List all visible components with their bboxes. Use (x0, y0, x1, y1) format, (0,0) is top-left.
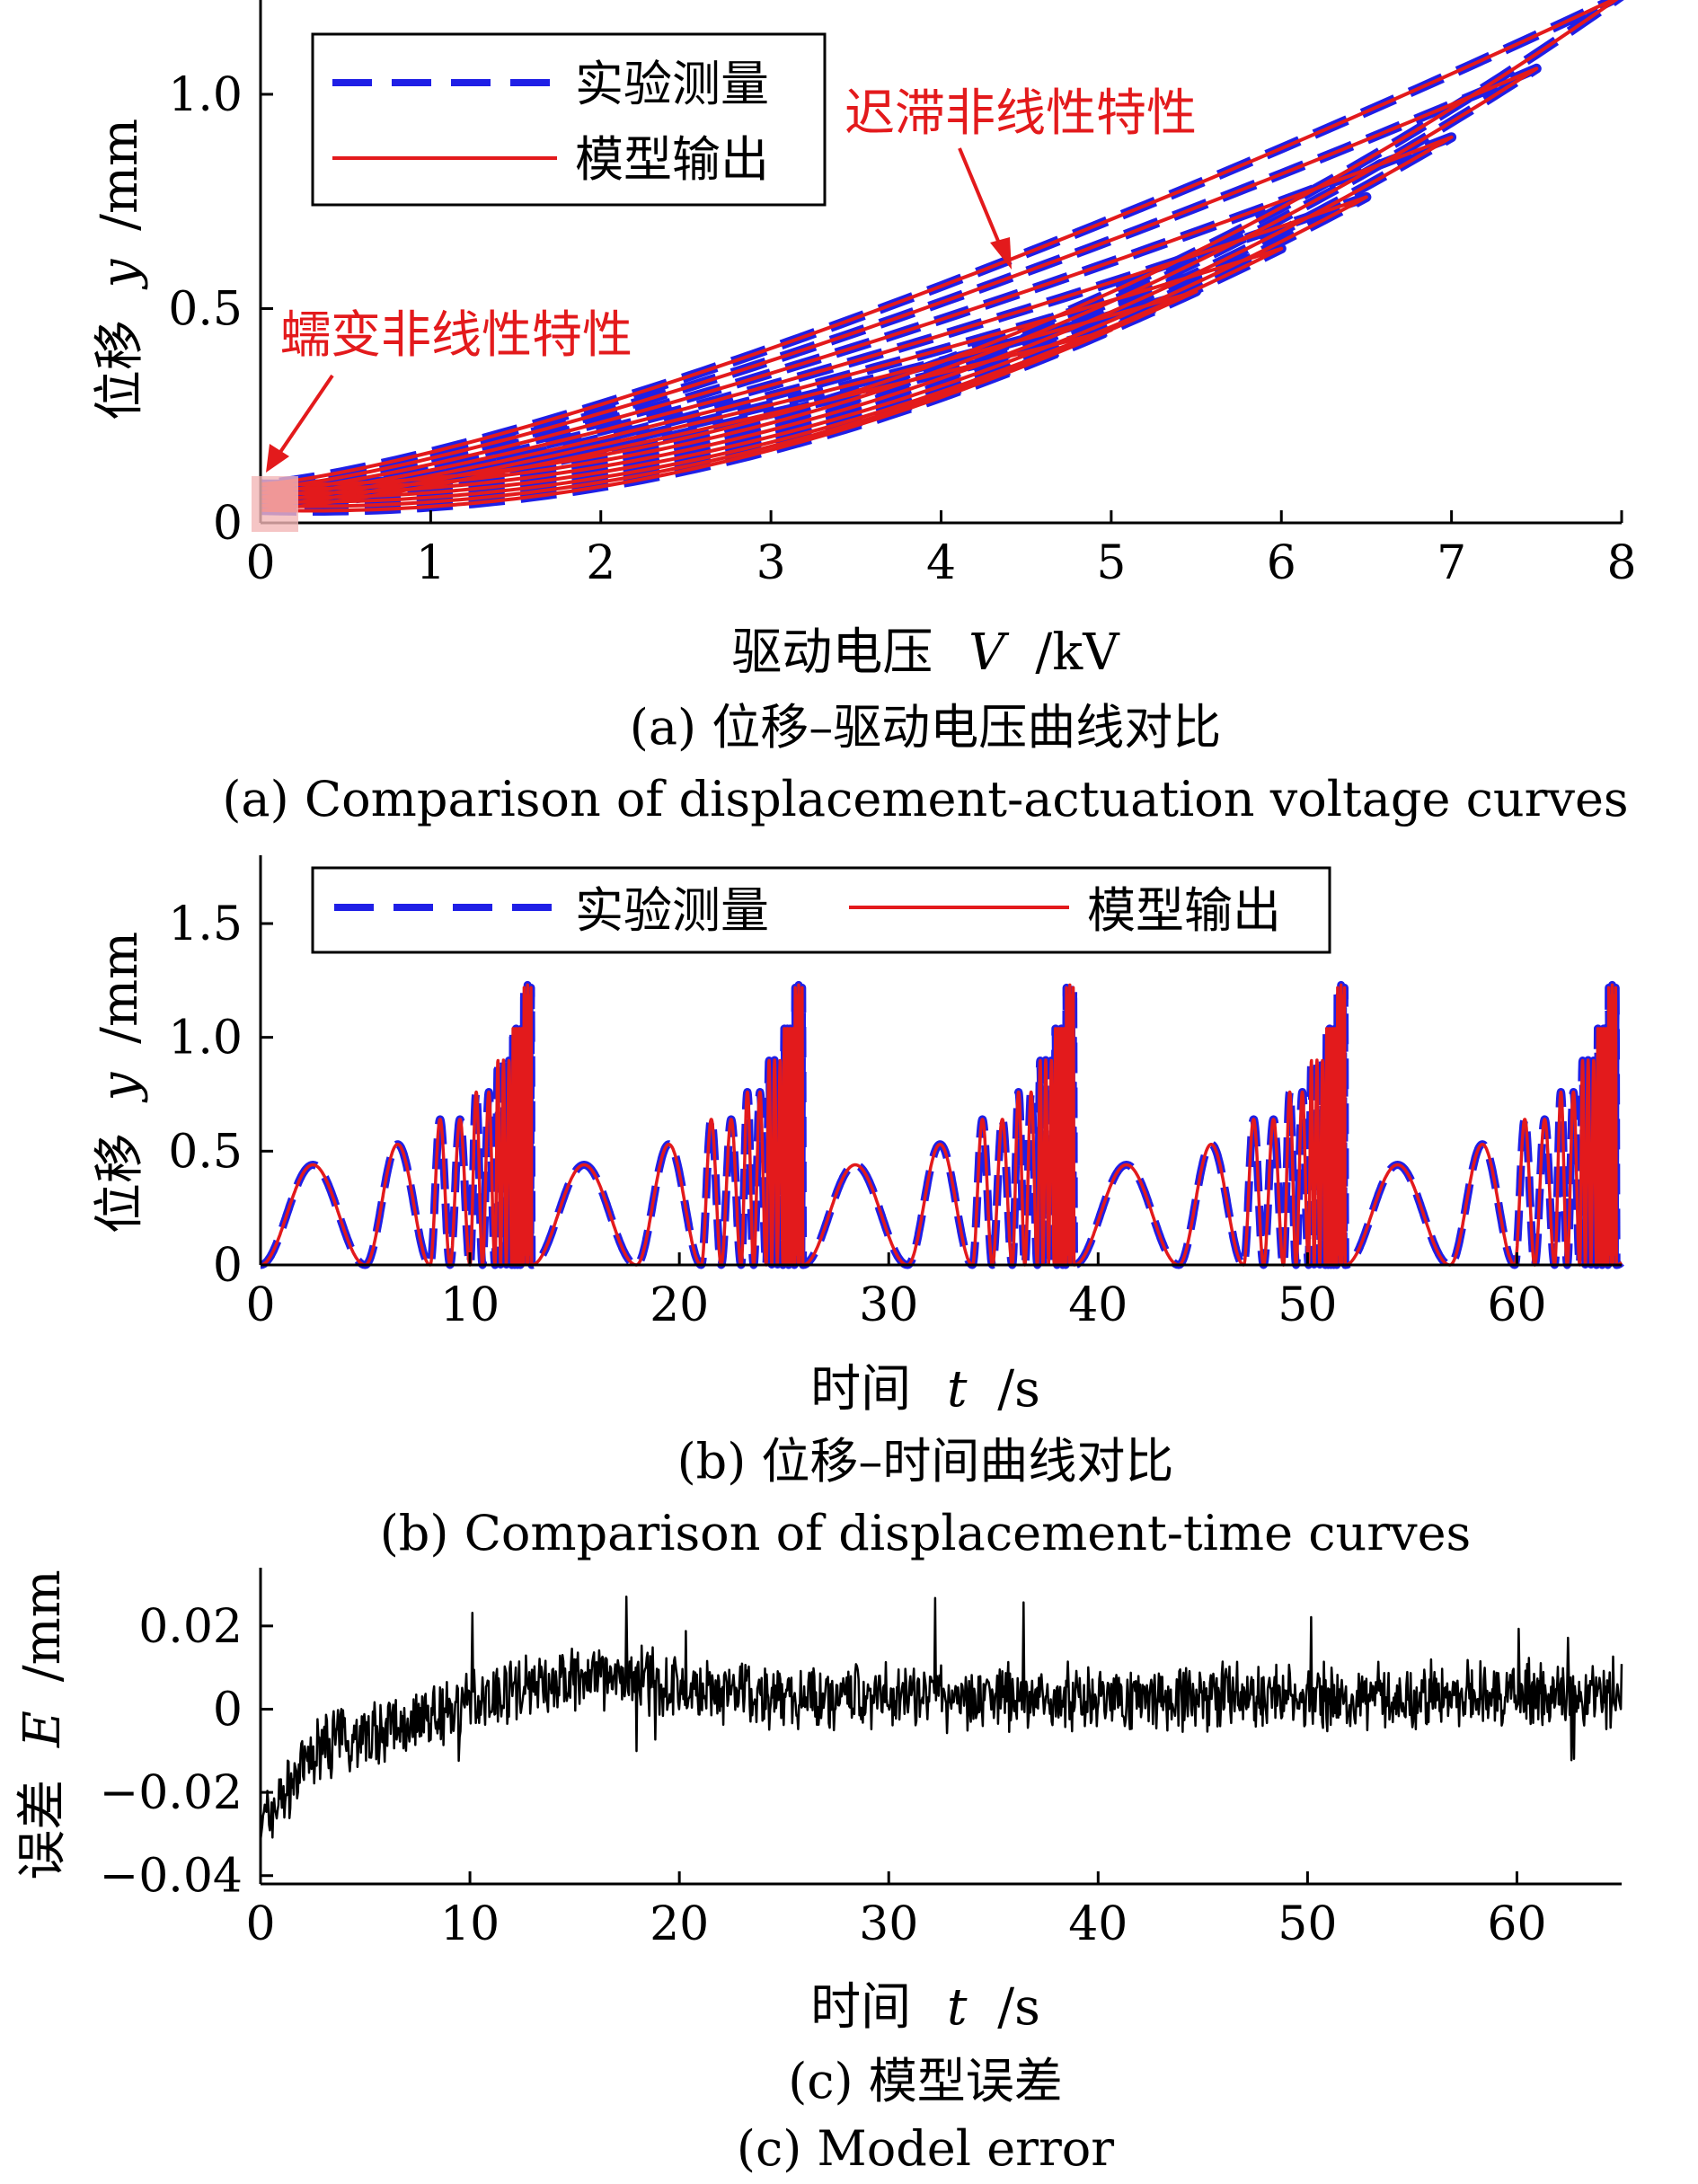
panel-b-ylabel: 位移 y /mm (91, 932, 149, 1233)
panel-a-x-tick-label: 2 (586, 536, 615, 590)
panel-a-y-tick-label: 0 (213, 497, 243, 551)
panel-a-plot-area (260, 0, 1624, 516)
panel-b-x-tick-label: 40 (1068, 1278, 1128, 1332)
panel-c-xlabel: 时间 t /s (810, 1978, 1040, 2037)
panel-b-x-tick-label: 0 (245, 1278, 275, 1332)
panel-b-axes: 0 10 20 30 40 50 60 0 0.5 1.0 1.5 (168, 855, 1622, 1332)
panel-c-x-tick-label: 60 (1487, 1897, 1546, 1951)
panel-c-x-tick-label: 0 (245, 1897, 275, 1951)
panel-c-x-tick-label: 10 (440, 1897, 500, 1951)
panel-c-plot-area (259, 1595, 1623, 1841)
panel-c-x-tick-label: 50 (1278, 1897, 1337, 1951)
panel-a-x-tick-label: 1 (416, 536, 446, 590)
panel-c: 0 10 20 30 40 50 60 −0.04 −0.02 0 0.02 时间 t /s 误差 … (13, 1568, 1623, 2177)
panel-a: 0 1 2 3 4 5 6 7 8 0 0.5 1.0 实验测量 模型输出 迟滞非线性特性 蠕变非线性… (91, 0, 1637, 827)
panel-a-x-tick-label: 0 (245, 536, 275, 590)
hysteresis-loop-model-4 (260, 195, 1368, 500)
hysteresis-loop-model-7 (260, 0, 1619, 487)
panel-a-xlabel: 驱动电压 V /kV (731, 623, 1120, 682)
panel-b-x-tick-label: 60 (1487, 1278, 1546, 1332)
panel-a-x-tick-label: 4 (926, 536, 956, 590)
panel-b-y-tick-label: 1.0 (168, 1012, 243, 1065)
panel-a-x-tick-label: 5 (1096, 536, 1126, 590)
hysteresis-loop-model-2 (260, 289, 1198, 508)
panel-a-x-tick-label: 7 (1437, 536, 1466, 590)
panel-c-x-tick-label: 40 (1068, 1897, 1128, 1951)
legend-measured-label: 实验测量 (575, 882, 769, 939)
creep-highlight-box (252, 476, 298, 532)
panel-c-x-tick-label: 20 (650, 1897, 709, 1951)
panel-c-y-tick-label: 0.02 (138, 1600, 243, 1654)
legend-box (311, 32, 827, 207)
panel-b-x-tick-label: 10 (440, 1278, 500, 1332)
legend-model-label: 模型输出 (575, 131, 769, 188)
panel-b: 0 10 20 30 40 50 60 0 0.5 1.0 1.5 实验测量 模型输出 时间 t /… (91, 855, 1626, 1561)
time-series-model (259, 983, 1623, 1267)
panel-a-xlabel-unit: /kV (1035, 623, 1120, 682)
legend-model-label: 模型输出 (1087, 882, 1281, 939)
panel-a-xlabel-var: V (968, 623, 1010, 682)
panel-c-ylabel-text: 误差 (13, 1780, 72, 1880)
panel-c-ylabel-unit: /mm (13, 1569, 72, 1682)
panel-c-xlabel-unit: /s (997, 1978, 1040, 2037)
panel-b-caption-cn: (b) 位移–时间曲线对比 (677, 1433, 1174, 1490)
panel-c-ylabel-var: E (13, 1711, 72, 1748)
hysteresis-arrowhead (990, 237, 1012, 270)
hysteresis-loop-model-6 (260, 66, 1539, 491)
panel-c-y-tick-label: −0.04 (100, 1850, 243, 1904)
creep-arrow (273, 374, 334, 462)
panel-b-ylabel-var: y (91, 1071, 149, 1103)
panel-c-x-tick-label: 30 (859, 1897, 918, 1951)
panel-b-xlabel-var: t (947, 1360, 968, 1419)
panel-c-y-tick-label: 0 (213, 1683, 243, 1737)
panel-b-x-tick-label: 30 (859, 1278, 918, 1332)
panel-b-x-tick-label: 20 (650, 1278, 709, 1332)
panel-b-xlabel-unit: /s (997, 1360, 1040, 1419)
panel-b-ylabel-unit: /mm (91, 932, 149, 1044)
panel-a-x-tick-label: 6 (1267, 536, 1296, 590)
panel-a-caption-cn: (a) 位移–驱动电压曲线对比 (630, 699, 1222, 756)
legend-measured-label: 实验测量 (575, 56, 769, 112)
creep-arrowhead (266, 444, 289, 473)
panel-b-x-tick-label: 50 (1278, 1278, 1337, 1332)
panel-a-x-tick-label: 8 (1606, 536, 1636, 590)
panel-a-ylabel-text: 位移 (91, 320, 149, 420)
panel-c-y-tick-label: −0.02 (100, 1766, 243, 1820)
panel-c-caption-cn: (c) 模型误差 (788, 2053, 1063, 2109)
panel-a-ylabel-unit: /mm (91, 119, 149, 231)
hysteresis-loop-model-3 (260, 246, 1284, 504)
panel-b-y-tick-label: 0 (213, 1239, 243, 1293)
panel-a-legend: 实验测量 模型输出 (311, 32, 827, 207)
hysteresis-annotation: 迟滞非线性特性 (845, 84, 1197, 143)
panel-a-xlabel-text: 驱动电压 (731, 623, 933, 682)
panel-b-y-tick-label: 0.5 (168, 1125, 243, 1179)
panel-a-ylabel-var: y (91, 258, 149, 290)
panel-b-plot-area (256, 980, 1626, 1269)
panel-b-ylabel-text: 位移 (91, 1133, 149, 1233)
time-series-measured (256, 980, 1626, 1269)
panel-c-axes: 0 10 20 30 40 50 60 −0.04 −0.02 0 0.02 (100, 1568, 1622, 1951)
panel-a-x-tick-label: 3 (756, 536, 786, 590)
panel-a-y-tick-label: 0.5 (168, 282, 243, 336)
panel-b-xlabel: 时间 t /s (810, 1360, 1040, 1419)
panel-c-ylabel: 误差 E /mm (13, 1569, 72, 1880)
panel-c-xlabel-var: t (947, 1978, 968, 2037)
panel-a-axes: 0 1 2 3 4 5 6 7 8 0 0.5 1.0 (168, 0, 1637, 590)
panel-a-y-tick-label: 1.0 (168, 68, 243, 122)
hysteresis-arrow (958, 147, 1006, 257)
creep-annotation: 蠕变非线性特性 (280, 306, 632, 365)
panel-a-ylabel: 位移 y /mm (91, 119, 149, 420)
panel-a-caption-en: (a) Comparison of displacement-actuation… (222, 771, 1628, 827)
panel-c-caption-en: (c) Model error (737, 2120, 1114, 2177)
panel-b-y-tick-label: 1.5 (168, 897, 243, 951)
panel-b-xlabel-text: 时间 (810, 1360, 911, 1419)
panel-b-legend: 实验测量 模型输出 (311, 866, 1331, 954)
panel-c-xlabel-text: 时间 (810, 1978, 911, 2037)
hysteresis-loop-model-5 (260, 135, 1454, 495)
panel-b-caption-en: (b) Comparison of displacement-time curv… (380, 1505, 1472, 1561)
error-series (259, 1595, 1623, 1841)
